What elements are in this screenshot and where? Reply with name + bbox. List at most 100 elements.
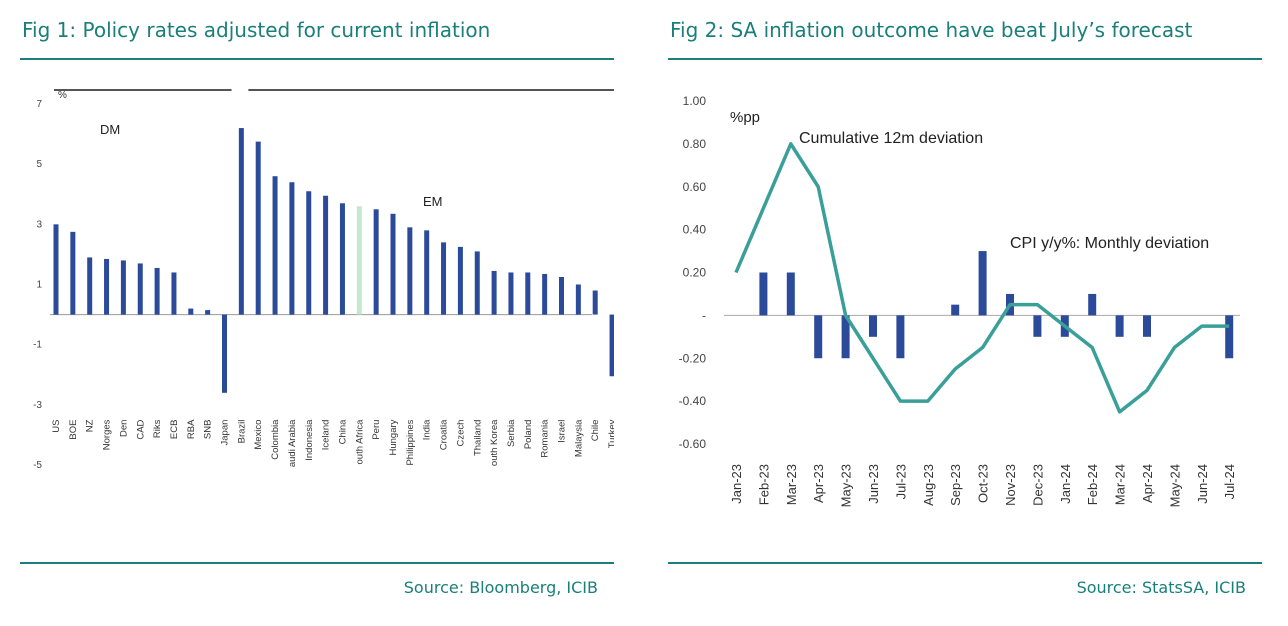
fig1-x-tick-label: Den xyxy=(118,420,129,437)
dm-group-label: DM xyxy=(100,122,120,137)
fig1-x-tick-label: BOE xyxy=(68,420,79,440)
fig2-x-tick-label: Jan-23 xyxy=(729,464,744,504)
fig2-y-tick-label: 0.40 xyxy=(683,223,707,237)
fig1-bar xyxy=(188,308,194,315)
fig1-title: Fig 1: Policy rates adjusted for current… xyxy=(22,18,491,42)
fig2-bar xyxy=(759,272,768,316)
fig1-bar xyxy=(306,191,312,315)
fig1-bar xyxy=(255,141,261,315)
fig1-y-tick-label: -5 xyxy=(33,460,42,471)
fig1-bar xyxy=(390,213,396,315)
fig1-bar xyxy=(289,182,295,315)
fig1-x-tick-label: SNB xyxy=(203,420,214,440)
fig1-x-tick-label: Brazil xyxy=(236,420,247,444)
fig1-x-tick-label: Malaysia xyxy=(573,419,584,457)
fig1-bar xyxy=(154,267,160,315)
fig1-x-tick-label: Czech xyxy=(455,420,466,447)
fig1-x-tick-label: Iceland xyxy=(321,420,332,451)
fig1-bar xyxy=(508,272,514,315)
fig1-bar xyxy=(407,227,413,315)
fig1-x-tick-label: Israel xyxy=(557,420,568,443)
fig2-x-tick-label: Feb-24 xyxy=(1085,464,1100,505)
fig1-bar xyxy=(53,224,59,315)
fig1-x-tick-label: Serbia xyxy=(506,419,517,447)
fig2-x-tick-label: Jun-23 xyxy=(866,464,881,504)
fig1-bar xyxy=(171,272,177,315)
fig1-bar xyxy=(441,242,447,315)
fig2-x-tick-label: Dec-23 xyxy=(1030,464,1045,506)
fig2-bar xyxy=(786,272,795,316)
fig1-chart: 7 5 3 1 -1 -3 -5 US BOE NZ Norges Den CAD Riks ECB RBA… xyxy=(33,89,614,471)
fig1-x-tick-label: Riks xyxy=(152,419,163,438)
fig2-x-tick-label: Aug-23 xyxy=(921,464,936,506)
fig1-bar xyxy=(104,258,110,315)
fig1-y-tick-label: 3 xyxy=(36,219,42,230)
fig2-y-tick-label: -0.40 xyxy=(679,394,707,408)
fig1-x-tick-label: audi Arabia xyxy=(287,419,298,467)
fig1-bar xyxy=(272,176,278,315)
fig2-y-tick-label: -0.60 xyxy=(679,437,707,451)
fig2-bar xyxy=(1088,293,1097,316)
fig1-bar xyxy=(137,263,143,315)
fig2-x-tick-label: Mar-23 xyxy=(784,464,799,505)
fig1-x-tick-label: Romania xyxy=(540,419,551,458)
fig1-y-tick-label: 5 xyxy=(36,159,42,170)
fig1-y-tick-label: 7 xyxy=(36,99,42,110)
fig1-panel: Fig 1: Policy rates adjusted for current… xyxy=(20,0,614,626)
fig2-x-tick-label: May-23 xyxy=(839,464,854,507)
fig1-bar xyxy=(592,290,598,315)
fig1-x-tick-label: RBA xyxy=(186,419,197,439)
fig2-unit-label: %pp xyxy=(730,109,760,126)
em-group-label: EM xyxy=(423,194,443,209)
fig1-x-tick-label: Mexico xyxy=(253,420,264,450)
fig1-bar xyxy=(356,206,362,315)
bar-series-annotation: CPI y/y%: Monthly deviation xyxy=(1010,235,1209,252)
fig1-x-tick-label: India xyxy=(422,419,433,440)
fig1-bar xyxy=(609,314,614,377)
fig2-y-tick-label: 1.00 xyxy=(683,94,707,108)
fig1-x-tick-label: ECB xyxy=(169,420,180,440)
fig1-bar xyxy=(222,314,227,393)
fig1-x-tick-label: outh Korea xyxy=(489,419,500,466)
fig2-bar xyxy=(841,315,850,359)
fig1-bar xyxy=(424,230,430,315)
fig2-cumulative-line xyxy=(734,142,1230,414)
line-series-annotation: Cumulative 12m deviation xyxy=(799,130,983,147)
fig2-x-tick-label: Sep-23 xyxy=(948,464,963,506)
fig2-y-tick-label: -0.20 xyxy=(679,351,707,365)
fig2-x-tick-label: Apr-24 xyxy=(1140,464,1155,503)
fig2-bar xyxy=(1225,315,1234,359)
fig1-top-rule xyxy=(20,58,614,60)
fig1-unit-label: % xyxy=(58,90,67,101)
fig2-x-tick-label: May-24 xyxy=(1167,464,1182,507)
fig1-x-tick-label: Croatia xyxy=(439,419,450,450)
fig1-bar xyxy=(120,260,126,315)
fig1-x-tick-label: Norges xyxy=(102,419,113,450)
fig2-x-tick-label: Jul-23 xyxy=(893,464,908,499)
fig1-x-tick-label: US xyxy=(51,420,62,433)
fig2-x-tick-label: Jul-24 xyxy=(1222,464,1237,499)
fig2-top-rule xyxy=(668,58,1262,60)
fig1-x-tick-label: Turkey xyxy=(607,419,614,448)
fig2-bottom-rule xyxy=(668,562,1262,564)
fig1-bar xyxy=(525,272,531,315)
fig2-bar xyxy=(1115,315,1124,337)
fig1-x-tick-label: Thailand xyxy=(472,420,483,456)
fig1-bar xyxy=(559,276,564,315)
fig1-x-tick-label: Hungary xyxy=(388,419,399,455)
fig1-bar xyxy=(323,195,329,315)
fig1-bar xyxy=(205,310,211,315)
fig2-y-tick-label: 0.20 xyxy=(683,266,707,280)
fig1-y-tick-label: 1 xyxy=(36,280,42,291)
fig2-chart: 1.00 0.80 0.60 0.40 0.20 - -0.20 -0.40 -0.60 Jan… xyxy=(679,94,1240,507)
fig2-x-tick-label: Mar-24 xyxy=(1113,464,1128,505)
fig2-title: Fig 2: SA inflation outcome have beat Ju… xyxy=(670,18,1193,42)
fig1-bar xyxy=(542,273,548,315)
fig2-bar xyxy=(814,315,823,359)
fig2-x-tick-label: Oct-23 xyxy=(976,464,991,503)
fig1-bar xyxy=(575,284,581,315)
fig2-panel: Fig 2: SA inflation outcome have beat Ju… xyxy=(668,0,1262,626)
fig2-bar xyxy=(951,304,960,316)
fig1-bar xyxy=(87,257,93,315)
fig2-x-tick-label: Feb-23 xyxy=(756,464,771,505)
